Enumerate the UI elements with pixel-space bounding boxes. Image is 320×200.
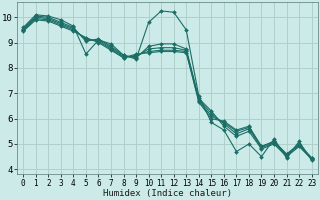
X-axis label: Humidex (Indice chaleur): Humidex (Indice chaleur) (103, 189, 232, 198)
